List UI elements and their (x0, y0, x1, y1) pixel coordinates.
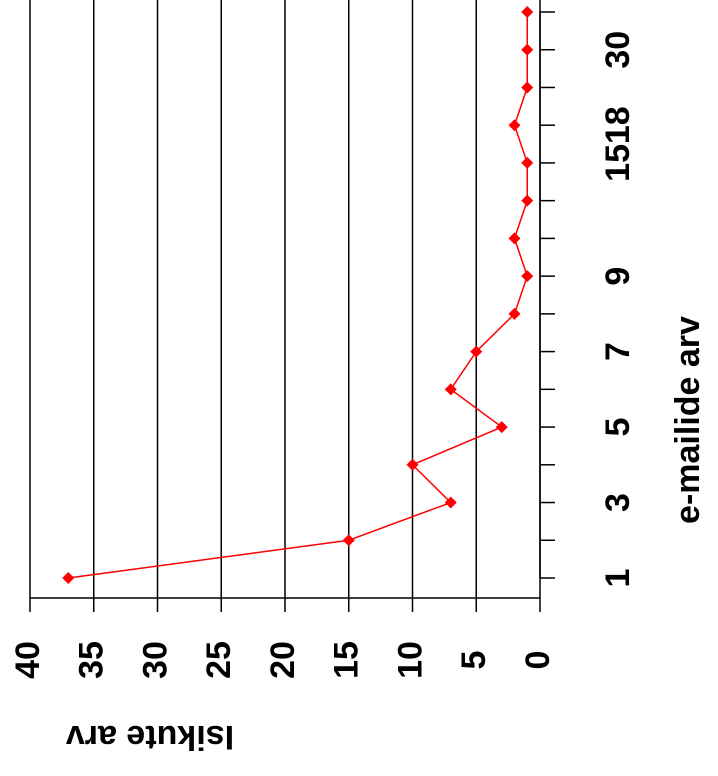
y-tick-label: 35 (73, 641, 111, 679)
x-axis-title: e-mailide arv (669, 316, 707, 524)
point (444, 383, 457, 396)
point (508, 119, 521, 132)
point (508, 307, 521, 320)
point (521, 156, 534, 169)
y-tick-label: 15 (328, 641, 366, 679)
x-tick-label: 30 (599, 31, 637, 69)
point (406, 458, 419, 471)
point (521, 43, 534, 56)
point (470, 345, 483, 358)
x-tick-label: 1 (599, 569, 637, 588)
y-tick-label: 10 (391, 641, 429, 679)
x-tick-label: 5 (599, 418, 637, 437)
line (68, 12, 529, 579)
point (444, 496, 457, 509)
x-tick-label: 18 (599, 106, 637, 144)
point (495, 421, 508, 434)
y-axis-title: Isikute arv (66, 718, 234, 756)
point (508, 232, 521, 245)
x-tick-label: 15 (599, 144, 637, 182)
y-tick-label: 5 (455, 651, 493, 670)
y-tick-label: 0 (519, 651, 557, 670)
y-tick-label: 40 (9, 641, 47, 679)
point (521, 81, 534, 94)
x-tick-label: 7 (599, 342, 637, 361)
y-tick-label: 20 (264, 641, 302, 679)
x-tick-label: 9 (599, 267, 637, 286)
y-tick-label: 30 (136, 641, 174, 679)
y-tick-label: 25 (200, 641, 238, 679)
point (342, 534, 355, 547)
point (521, 270, 534, 283)
x-tick-label: 3 (599, 493, 637, 512)
point (521, 194, 534, 207)
point (62, 572, 75, 584)
point (521, 6, 534, 18)
